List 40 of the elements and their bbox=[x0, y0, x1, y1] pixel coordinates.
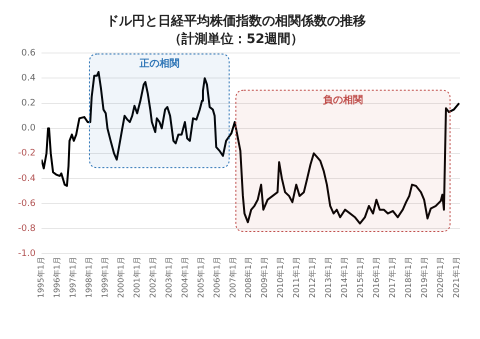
x-tick-label: 2010年1月 bbox=[276, 256, 286, 298]
x-tick-label: 2007年1月 bbox=[228, 256, 238, 298]
y-tick-label: -1.0 bbox=[18, 248, 36, 259]
x-tick-label: 2013年1月 bbox=[324, 256, 334, 298]
x-tick-label: 2008年1月 bbox=[244, 256, 254, 298]
x-tick-label: 2016年1月 bbox=[372, 256, 381, 298]
y-tick-label: -0.8 bbox=[18, 224, 36, 234]
x-tick-label: 2002年1月 bbox=[148, 256, 158, 298]
band-label: 正の相関 bbox=[138, 58, 180, 70]
x-tick-label: 2012年1月 bbox=[308, 256, 318, 298]
x-tick-label: 2009年1月 bbox=[260, 256, 270, 298]
x-tick-label: 2005年1月 bbox=[196, 256, 206, 298]
band-label: 負の相関 bbox=[322, 94, 363, 106]
x-tick-label: 2017年1月 bbox=[388, 256, 397, 298]
x-tick-label: 2006年1月 bbox=[212, 256, 222, 298]
x-tick-label: 2020年1月 bbox=[436, 256, 445, 298]
x-tick-label: 2018年1月 bbox=[404, 256, 413, 298]
x-tick-label: 2014年1月 bbox=[340, 256, 350, 298]
x-tick-label: 1998年1月 bbox=[84, 256, 94, 298]
x-tick-label: 1996年1月 bbox=[52, 256, 62, 298]
x-tick-label: 2011年1月 bbox=[292, 256, 302, 298]
x-tick-label: 2003年1月 bbox=[164, 256, 174, 298]
x-tick-label: 1995年1月 bbox=[36, 256, 46, 298]
x-tick-label: 2021年1月 bbox=[452, 256, 461, 298]
y-tick-label: 0.0 bbox=[21, 124, 36, 134]
y-tick-label: 0.2 bbox=[21, 98, 36, 109]
x-tick-label: 1999年1月 bbox=[100, 256, 110, 298]
chart-subtitle: （計測単位：52週間） bbox=[168, 30, 304, 47]
x-tick-label: 2000年1月 bbox=[116, 256, 126, 298]
y-tick-label: -0.6 bbox=[18, 198, 36, 209]
y-tick-label: -0.2 bbox=[18, 148, 36, 159]
chart-title: ドル円と日経平均株価指数の相関係数の推移 bbox=[106, 14, 366, 30]
x-tick-label: 2019年1月 bbox=[420, 256, 429, 298]
x-tick-label: 2001年1月 bbox=[132, 256, 142, 298]
x-tick-label: 2015年1月 bbox=[356, 256, 365, 298]
x-tick-label: 2004年1月 bbox=[180, 256, 190, 298]
y-tick-label: -0.4 bbox=[18, 174, 36, 184]
x-tick-label: 1997年1月 bbox=[68, 256, 78, 298]
y-tick-label: 0.4 bbox=[21, 74, 36, 84]
y-tick-label: 0.6 bbox=[21, 48, 36, 59]
